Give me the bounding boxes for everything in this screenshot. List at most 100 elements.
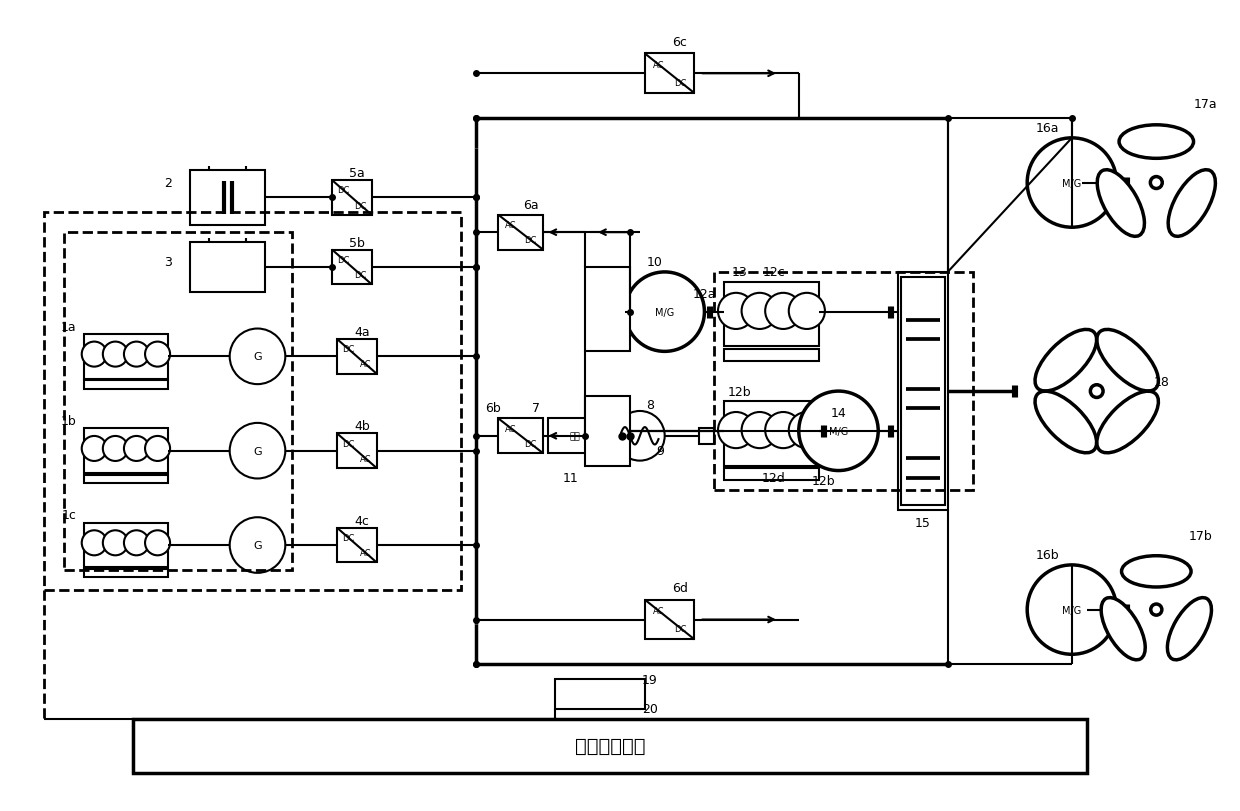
Text: 液氨: 液氨 [570, 431, 580, 440]
Text: G: G [253, 352, 262, 362]
Circle shape [625, 272, 704, 352]
Bar [900, 277, 945, 506]
Text: 18: 18 [1153, 375, 1169, 388]
Bar [332, 251, 372, 285]
Circle shape [229, 517, 285, 573]
Circle shape [103, 530, 128, 556]
Text: M/G: M/G [828, 427, 848, 436]
Circle shape [145, 436, 170, 461]
Bar [498, 419, 543, 453]
Circle shape [1090, 385, 1104, 398]
Bar [498, 216, 543, 251]
Text: AC: AC [653, 607, 665, 616]
Ellipse shape [1097, 392, 1158, 453]
Text: AC: AC [360, 548, 371, 557]
Text: 6d: 6d [672, 581, 687, 594]
Bar [191, 242, 265, 293]
Text: 12b: 12b [812, 474, 836, 487]
Circle shape [82, 342, 107, 367]
Text: 8: 8 [646, 398, 653, 411]
Text: 5b: 5b [348, 236, 365, 249]
Text: G: G [253, 446, 262, 456]
Text: M/G: M/G [655, 307, 675, 317]
Ellipse shape [1121, 556, 1192, 587]
Circle shape [145, 342, 170, 367]
Ellipse shape [1035, 330, 1096, 392]
Circle shape [742, 413, 777, 448]
Text: 整船冷却系统: 整船冷却系统 [575, 736, 645, 755]
Text: 19: 19 [642, 673, 657, 686]
Text: 12c: 12c [763, 266, 785, 279]
Ellipse shape [1118, 126, 1194, 159]
Bar [337, 434, 377, 469]
Bar [83, 569, 169, 577]
Text: 13: 13 [732, 266, 746, 279]
Text: 2: 2 [164, 177, 172, 190]
Text: DC: DC [337, 186, 350, 195]
Ellipse shape [1101, 598, 1146, 660]
Text: 9: 9 [656, 444, 663, 457]
Text: AC: AC [505, 221, 517, 230]
Text: 16a: 16a [1035, 122, 1059, 135]
Text: 12b: 12b [728, 385, 751, 398]
Bar [548, 419, 603, 453]
Circle shape [1151, 178, 1162, 189]
Circle shape [789, 294, 825, 329]
Text: 4b: 4b [353, 420, 370, 433]
Bar [134, 719, 1086, 774]
Bar [83, 381, 169, 389]
Text: DC: DC [342, 533, 355, 543]
Ellipse shape [1097, 330, 1158, 392]
Text: M/G: M/G [1063, 178, 1081, 188]
Bar [83, 523, 169, 568]
Circle shape [82, 530, 107, 556]
Bar [645, 600, 694, 640]
Text: DC: DC [525, 236, 537, 245]
Text: 17a: 17a [1194, 97, 1218, 110]
Circle shape [718, 294, 754, 329]
Text: 10: 10 [647, 256, 662, 269]
Circle shape [229, 423, 285, 479]
Text: AC: AC [505, 424, 517, 433]
Text: 7: 7 [532, 402, 539, 415]
Text: 20: 20 [642, 702, 657, 715]
Text: DC: DC [525, 440, 537, 448]
Bar [585, 268, 630, 352]
Text: AC: AC [360, 454, 371, 463]
Bar [898, 272, 947, 511]
Text: DC: DC [355, 201, 367, 210]
Ellipse shape [1035, 392, 1096, 453]
Text: DC: DC [675, 624, 687, 633]
Circle shape [124, 436, 149, 461]
Bar [83, 335, 169, 380]
Circle shape [82, 436, 107, 461]
Text: 5a: 5a [348, 167, 365, 180]
Circle shape [103, 436, 128, 461]
Bar [43, 213, 461, 590]
Circle shape [615, 411, 665, 461]
Text: 3: 3 [164, 256, 172, 269]
Circle shape [765, 294, 801, 329]
Text: DC: DC [342, 439, 355, 448]
Circle shape [229, 329, 285, 384]
Bar [191, 171, 265, 225]
Circle shape [124, 342, 149, 367]
Circle shape [145, 530, 170, 556]
Text: DC: DC [342, 345, 355, 354]
Bar [337, 528, 377, 563]
Text: 1c: 1c [61, 508, 76, 521]
Bar [724, 350, 818, 361]
Bar [83, 429, 169, 474]
Bar [699, 428, 714, 444]
Text: 6c: 6c [672, 36, 687, 49]
Circle shape [799, 392, 878, 471]
Text: 12d: 12d [763, 471, 786, 484]
Text: 6a: 6a [523, 199, 538, 212]
Text: AC: AC [653, 61, 665, 70]
Text: 6b: 6b [485, 402, 501, 415]
Bar [645, 54, 694, 94]
Bar [724, 469, 818, 480]
Circle shape [1151, 604, 1162, 616]
Text: 15: 15 [915, 516, 931, 529]
Text: 14: 14 [831, 407, 847, 420]
